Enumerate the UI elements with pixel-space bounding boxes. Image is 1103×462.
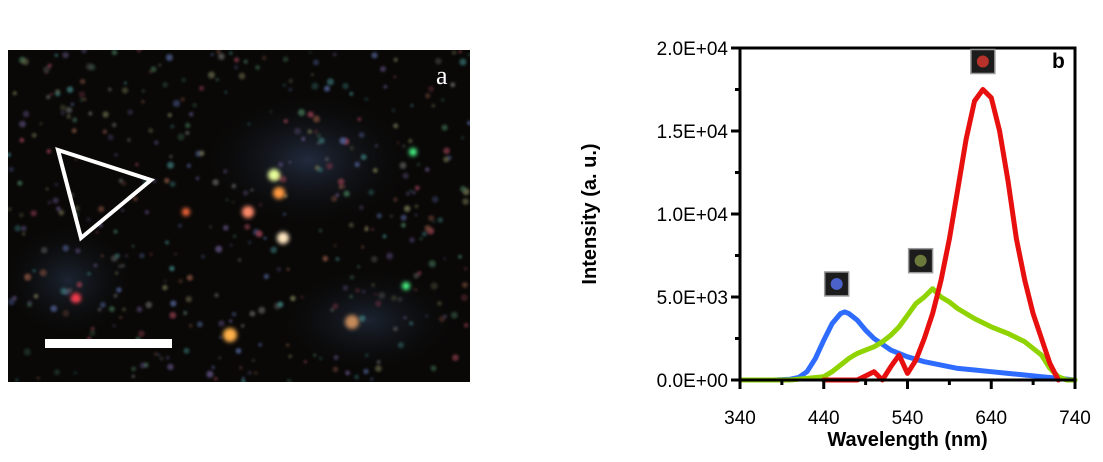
panel-label-b: b xyxy=(1052,50,1065,73)
spectrum-marker-dot-3 xyxy=(976,55,989,68)
y-axis: 0.0E+00 5.0E+03 1.0E+04 1.5E+04 2.0E+04 xyxy=(657,39,740,392)
triangle-marker xyxy=(55,146,156,242)
spectrum-marker-dot-1 xyxy=(830,277,843,290)
spectrum-panel-b: 0.0E+00 5.0E+03 1.0E+04 1.5E+04 2.0E+04 340 4… xyxy=(560,0,1103,457)
y-tick-label: 1.0E+04 xyxy=(657,205,729,226)
y-tick-label: 1.5E+04 xyxy=(657,122,729,143)
micrograph-panel-a: a xyxy=(8,50,470,382)
x-axis: 340 440 540 640 740 xyxy=(724,380,1091,429)
x-tick-label: 740 xyxy=(1059,408,1091,429)
y-tick-label: 2.0E+04 xyxy=(657,39,729,60)
micrograph-image: a xyxy=(8,50,470,382)
series-line-2 xyxy=(737,286,1078,383)
x-tick-label: 440 xyxy=(808,408,840,429)
x-axis-title: Wavelength (nm) xyxy=(827,429,987,451)
series-layer xyxy=(737,87,1078,383)
y-tick-label: 5.0E+03 xyxy=(657,288,728,309)
plot-frame xyxy=(738,46,1077,382)
y-axis-title: Intensity (a. u.) xyxy=(579,143,601,284)
panel-label-a: a xyxy=(436,61,448,90)
spectrum-markers xyxy=(823,48,996,297)
spectrum-chart: 0.0E+00 5.0E+03 1.0E+04 1.5E+04 2.0E+04 340 4… xyxy=(579,39,1091,451)
series-line-3 xyxy=(821,87,1061,383)
x-tick-label: 640 xyxy=(975,408,1007,429)
scale-bar xyxy=(45,339,172,348)
spectrum-marker-dot-2 xyxy=(914,254,927,267)
series-line-1 xyxy=(771,309,1078,383)
x-tick-label: 540 xyxy=(892,408,924,429)
y-tick-label: 0.0E+00 xyxy=(657,371,728,392)
x-tick-label: 340 xyxy=(724,408,756,429)
